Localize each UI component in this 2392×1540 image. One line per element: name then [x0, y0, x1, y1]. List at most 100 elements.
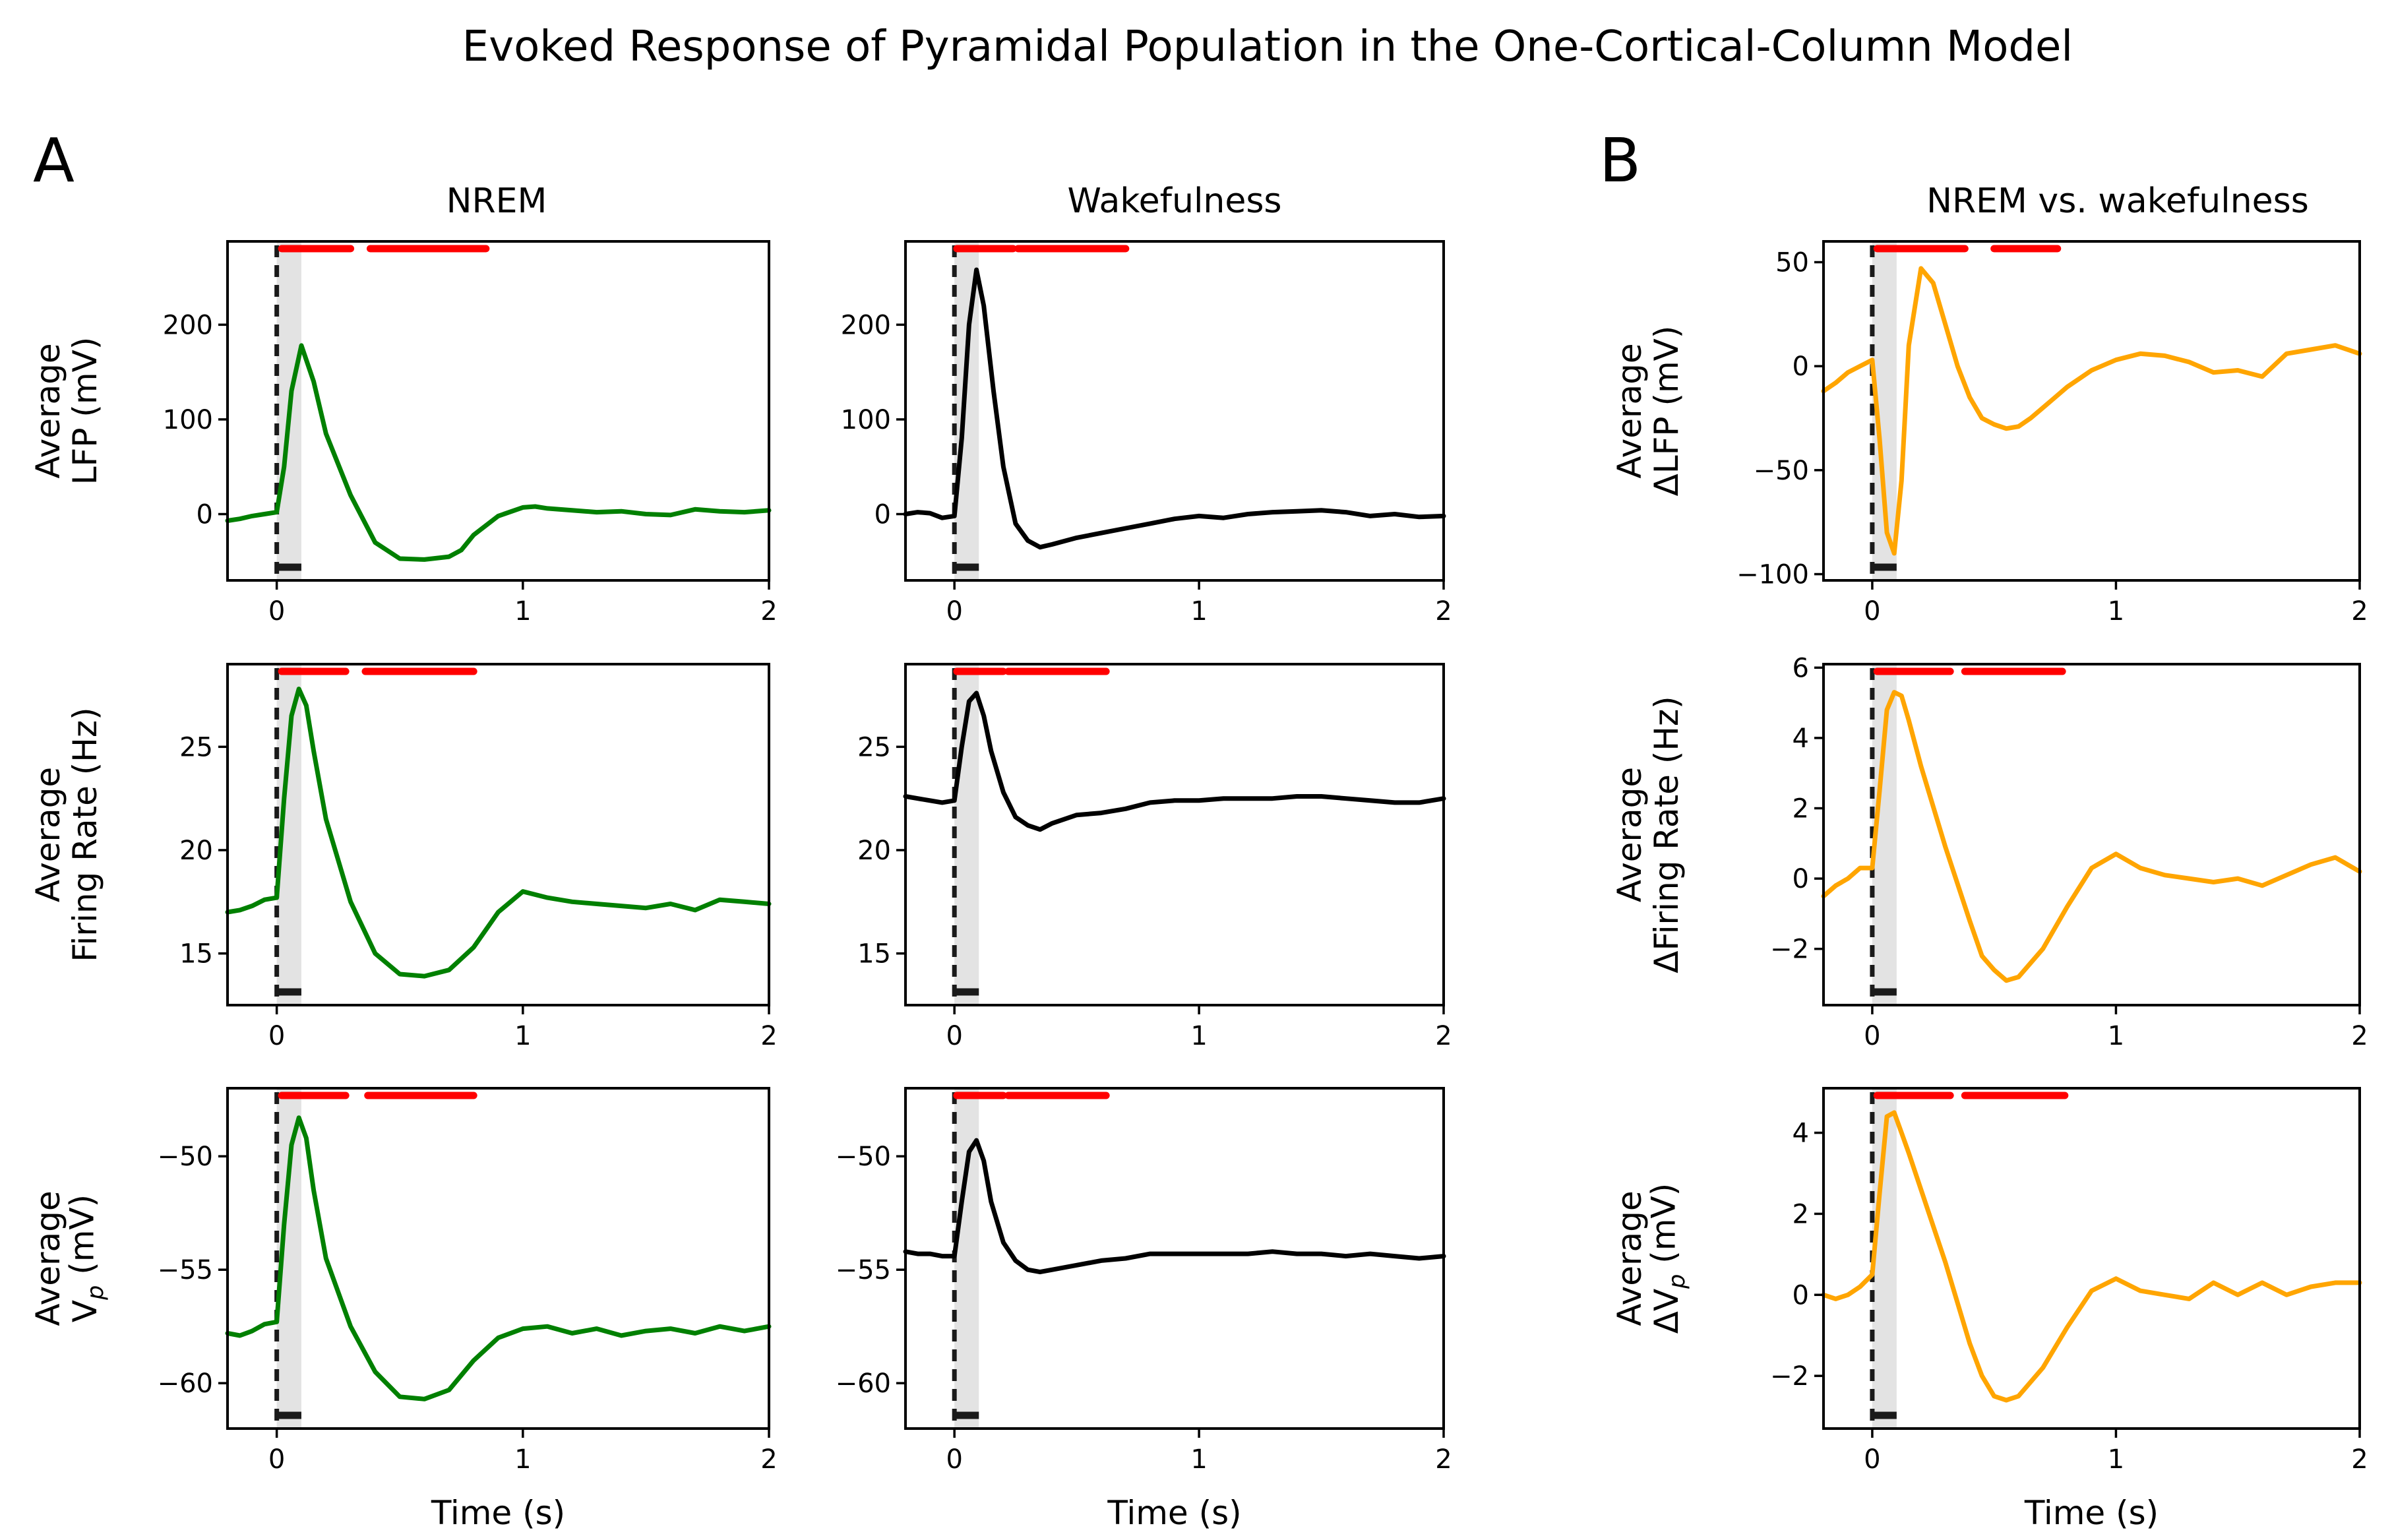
y-tick-label: 6	[1793, 653, 1809, 683]
x-axis-label: Time (s)	[1107, 1494, 1241, 1532]
x-tick-label: 2	[2351, 1444, 2368, 1475]
x-tick-label: 1	[1190, 1021, 1207, 1051]
x-tick-label: 0	[268, 596, 285, 627]
trace-lfp-wake	[903, 267, 1446, 550]
y-axis-label-line2: Firing Rate (Hz)	[66, 707, 104, 962]
y-tick-label: −50	[836, 1142, 891, 1172]
y-tick-label: 20	[179, 836, 213, 866]
x-tick-label: 0	[946, 1021, 962, 1051]
y-tick-label: 200	[163, 310, 213, 340]
y-tick-label: 100	[841, 405, 891, 435]
y-tick-label: −2	[1770, 935, 1809, 965]
x-tick-label: 0	[946, 1444, 962, 1475]
x-tick-label: 0	[1864, 1444, 1880, 1475]
y-tick-label: 0	[1793, 1280, 1809, 1310]
axes-frame	[226, 1087, 770, 1430]
x-axis-label: Time (s)	[2024, 1494, 2159, 1532]
subplot-vp-wake: 0 1 2 −60 −55 −50 Time (s)	[836, 1087, 1452, 1532]
trace-vp-diff	[1821, 1110, 2362, 1403]
y-tick-label: 25	[857, 732, 891, 762]
axes-frame	[1822, 1087, 2361, 1430]
column-title-wakefulness: Wakefulness	[1067, 181, 1281, 221]
column-title-difference: NREM vs. wakefulness	[1926, 181, 2309, 221]
x-tick-label: 1	[1190, 1444, 1207, 1475]
y-tick-label: −55	[836, 1255, 891, 1285]
y-tick-label: 50	[1775, 248, 1809, 278]
y-axis-label-line1: Average	[29, 343, 67, 478]
trace-vp-wake	[903, 1138, 1446, 1275]
y-tick-label: 200	[841, 310, 891, 340]
y-tick-label: 100	[163, 405, 213, 435]
y-tick-label: 15	[179, 939, 213, 970]
y-axis-label-line1: Average	[1610, 767, 1649, 902]
y-axis-label-line2: ΔLFP (mV)	[1647, 326, 1686, 497]
y-tick-label: 15	[857, 939, 891, 970]
y-tick-label: 2	[1793, 1199, 1809, 1229]
y-axis-label-line1: Average	[1610, 1190, 1649, 1326]
y-tick-label: 0	[1793, 352, 1809, 382]
x-tick-label: 2	[760, 1444, 777, 1475]
y-tick-label: 4	[1793, 724, 1809, 754]
trace-fr-wake	[903, 691, 1446, 832]
x-tick-label: 1	[514, 1021, 531, 1051]
y-tick-label: 20	[857, 836, 891, 866]
y-tick-label: −55	[158, 1255, 213, 1285]
y-axis-label-line2: ΔFiring Rate (Hz)	[1647, 696, 1686, 973]
panel-label-b: B	[1599, 125, 1641, 196]
subplot-lfp-wake: 0 1 2 0 100 200	[841, 240, 1452, 627]
y-axis-label-line1: Average	[29, 1190, 67, 1326]
y-tick-label: 25	[179, 732, 213, 762]
axes-frame	[1822, 663, 2361, 1006]
x-axis-label: Time (s)	[431, 1494, 565, 1532]
x-tick-label: 0	[946, 596, 962, 627]
x-tick-label: 2	[760, 596, 777, 627]
trace-lfp-nrem	[225, 343, 772, 562]
column-title-nrem: NREM	[446, 181, 547, 221]
y-axis-label-line1: Average	[29, 767, 67, 902]
x-tick-label: 1	[2108, 1444, 2124, 1475]
axes-frame	[904, 240, 1445, 582]
x-tick-label: 0	[1864, 1021, 1880, 1051]
x-tick-label: 2	[2351, 596, 2368, 627]
panel-label-a: A	[33, 125, 75, 196]
x-tick-label: 1	[514, 596, 531, 627]
y-tick-label: 2	[1793, 794, 1809, 824]
y-tick-label: −100	[1736, 560, 1809, 590]
x-tick-label: 2	[760, 1021, 777, 1051]
x-tick-label: 2	[1435, 596, 1452, 627]
axes-frame	[904, 663, 1445, 1006]
axes-frame	[1822, 240, 2361, 582]
x-tick-label: 0	[1864, 596, 1880, 627]
y-tick-label: 0	[874, 499, 891, 530]
x-tick-label: 1	[2108, 596, 2124, 627]
x-tick-label: 2	[1435, 1021, 1452, 1051]
subplot-fr-wake: 0 1 2 15 20 25	[857, 663, 1452, 1051]
trace-lfp-diff	[1821, 266, 2362, 556]
axes-frame	[226, 663, 770, 1006]
y-tick-label: −2	[1770, 1361, 1809, 1392]
figure-title: Evoked Response of Pyramidal Population …	[462, 22, 2073, 71]
x-tick-label: 2	[1435, 1444, 1452, 1475]
axes-frame	[226, 240, 770, 582]
y-tick-label: −50	[1754, 456, 1809, 486]
y-tick-label: 0	[1793, 864, 1809, 894]
trace-fr-diff	[1821, 690, 2362, 983]
trace-fr-nrem	[225, 687, 772, 979]
y-axis-label-line1: Average	[1610, 343, 1649, 478]
x-tick-label: 0	[268, 1021, 285, 1051]
y-tick-label: −60	[836, 1369, 891, 1399]
x-tick-label: 1	[514, 1444, 531, 1475]
axes-frame	[904, 1087, 1445, 1430]
y-tick-label: 4	[1793, 1119, 1809, 1149]
x-tick-label: 0	[268, 1444, 285, 1475]
y-tick-label: −60	[158, 1369, 213, 1399]
x-tick-label: 1	[1190, 596, 1207, 627]
